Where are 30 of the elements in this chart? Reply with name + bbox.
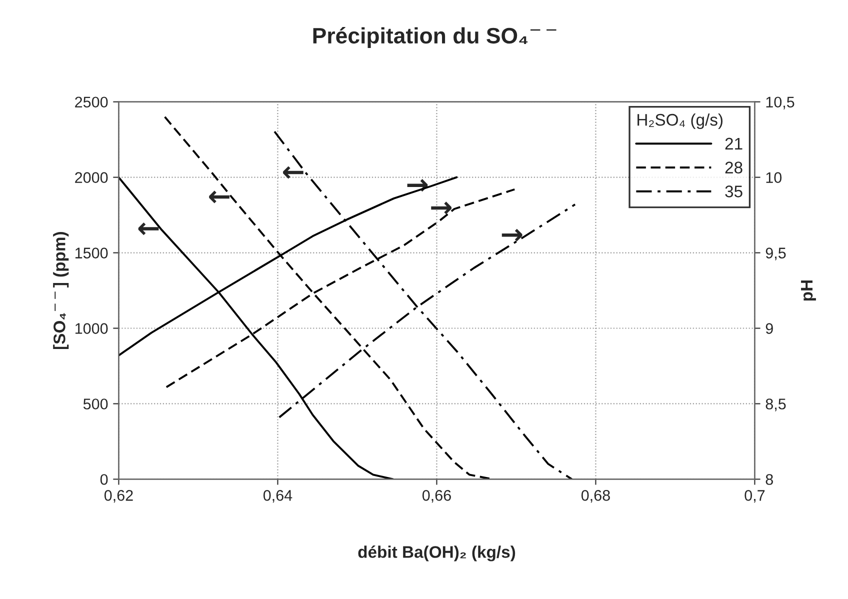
y-axis-title: [SO₄$^{−−}$] (ppm): [53, 232, 69, 349]
y2-tick-label: 9,5: [766, 248, 786, 260]
y-tick-label: 500: [83, 398, 108, 410]
legend-label: 28: [725, 162, 742, 174]
chart-title: Précipitation du SO₄$^{−−}$: [313, 27, 556, 48]
legend-label: 21: [725, 138, 742, 150]
legend-label: 35: [725, 186, 742, 198]
annotation: ←: [209, 190, 230, 204]
x-tick-label: 0,64: [263, 490, 292, 503]
y2-tick-label: 8,5: [766, 398, 786, 412]
y2-axis-title: pH: [801, 280, 816, 301]
y-tick-label: 1000: [75, 323, 108, 334]
y-tick-label: 2000: [75, 172, 108, 183]
annotation: →: [431, 202, 452, 214]
x-tick-label: 0,68: [581, 490, 610, 503]
x-tick-label: 0,62: [104, 490, 133, 503]
x-tick-label: 0,7: [744, 490, 765, 503]
x-tick-label: 0,66: [422, 490, 451, 503]
y-tick-label: 1500: [75, 248, 108, 258]
y2-tick-label: 10: [766, 172, 782, 183]
y2-tick-label: 8: [766, 474, 773, 485]
annotation: ←: [138, 222, 159, 236]
y-tick-label: 2500: [75, 96, 108, 108]
y2-tick-label: 10,5: [766, 96, 794, 110]
y2-tick-label: 9: [766, 323, 773, 334]
legend-title: H₂SO₄ (g/s): [638, 113, 723, 130]
y-tick-label: 0: [100, 474, 108, 485]
annotation: →: [502, 228, 522, 242]
x-axis-title: débit Ba(OH)₂ (kg/s): [358, 546, 516, 562]
annotation: ←: [283, 166, 304, 179]
